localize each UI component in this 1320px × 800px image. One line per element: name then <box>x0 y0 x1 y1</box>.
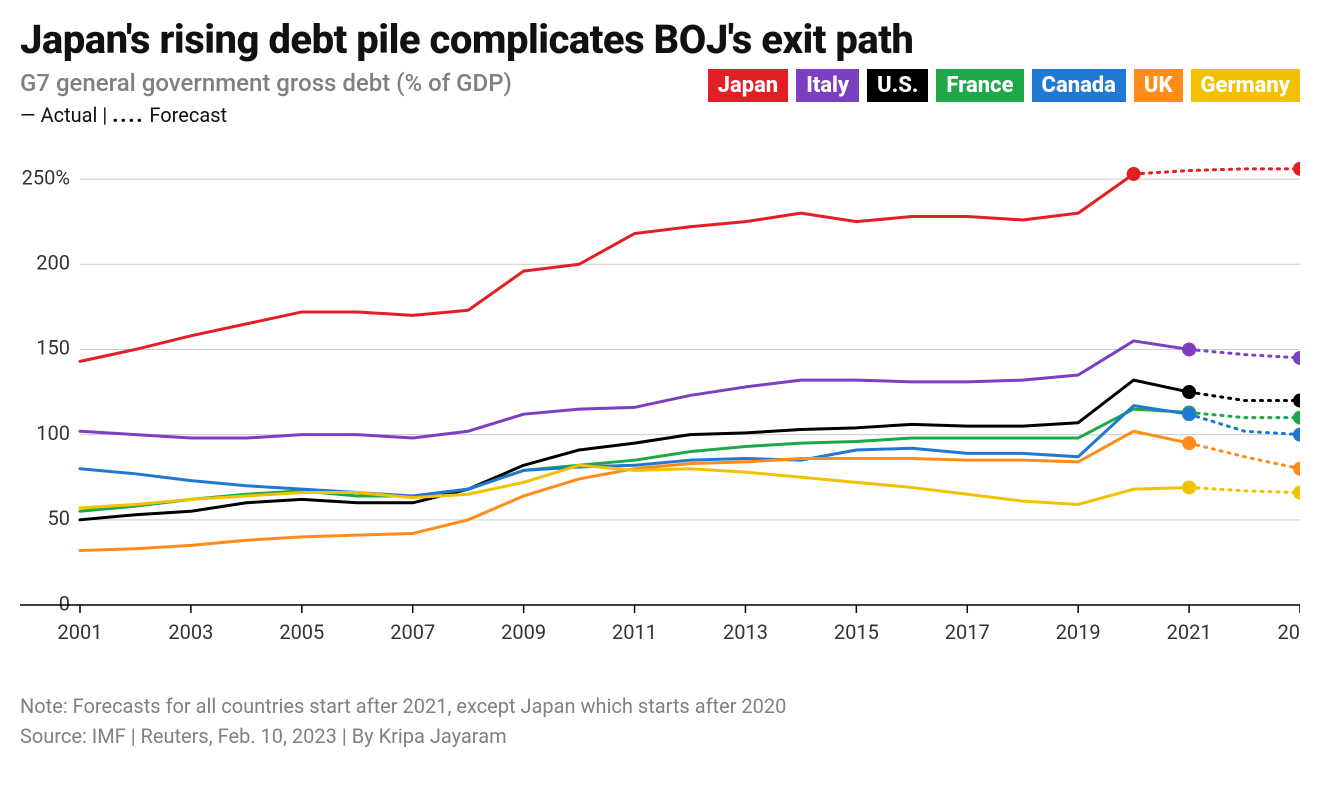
svg-text:2007: 2007 <box>390 620 435 644</box>
svg-text:2001: 2001 <box>58 620 103 644</box>
svg-text:2003: 2003 <box>168 620 213 644</box>
legend-item-canada: Canada <box>1032 69 1126 102</box>
svg-text:2013: 2013 <box>723 620 768 644</box>
legend-item-u-s-: U.S. <box>867 69 928 102</box>
svg-text:100: 100 <box>36 421 70 445</box>
line-chart-svg: 0 50 100 150 200 250% 2001 2003 2005 2007 2009 2011… <box>20 145 1300 665</box>
legend-item-italy: Italy <box>796 69 859 102</box>
legend-forecast-text: Forecast <box>144 103 227 127</box>
svg-text:50: 50 <box>48 506 70 530</box>
legend-sep: | <box>97 103 112 127</box>
svg-text:2019: 2019 <box>1056 620 1101 644</box>
svg-text:2005: 2005 <box>279 620 324 644</box>
chart-subtitle: G7 general government gross debt (% of G… <box>20 69 512 97</box>
svg-text:0: 0 <box>59 591 70 615</box>
subheader-row: G7 general government gross debt (% of G… <box>20 69 1300 127</box>
svg-text:2015: 2015 <box>834 620 879 644</box>
chart-note: Note: Forecasts for all countries start … <box>20 691 1300 721</box>
legend-forecast-dots: .... <box>112 103 144 127</box>
svg-text:2021: 2021 <box>1167 620 1212 644</box>
legend-item-uk: UK <box>1134 69 1183 102</box>
svg-text:2011: 2011 <box>612 620 657 644</box>
svg-text:2009: 2009 <box>501 620 546 644</box>
svg-text:150: 150 <box>36 336 70 360</box>
chart-title: Japan's rising debt pile complicates BOJ… <box>20 16 1300 63</box>
country-legend: JapanItalyU.S.France CanadaUKGermany <box>708 69 1300 102</box>
legend-actual: — Actual <box>20 103 97 127</box>
legend-item-japan: Japan <box>708 69 789 102</box>
chart-area: 0 50 100 150 200 250% 2001 2003 2005 2007 2009 2011… <box>20 145 1300 669</box>
chart-footnotes: Note: Forecasts for all countries start … <box>20 691 1300 751</box>
svg-text:250%: 250% <box>22 165 70 189</box>
svg-text:2023: 2023 <box>1278 620 1300 644</box>
legend-item-germany: Germany <box>1191 69 1300 102</box>
legend-item-france: France <box>936 69 1023 102</box>
svg-text:200: 200 <box>36 251 70 275</box>
chart-source: Source: IMF | Reuters, Feb. 10, 2023 | B… <box>20 721 1300 751</box>
line-style-legend: — Actual | .... Forecast <box>20 103 512 127</box>
svg-text:2017: 2017 <box>945 620 990 644</box>
